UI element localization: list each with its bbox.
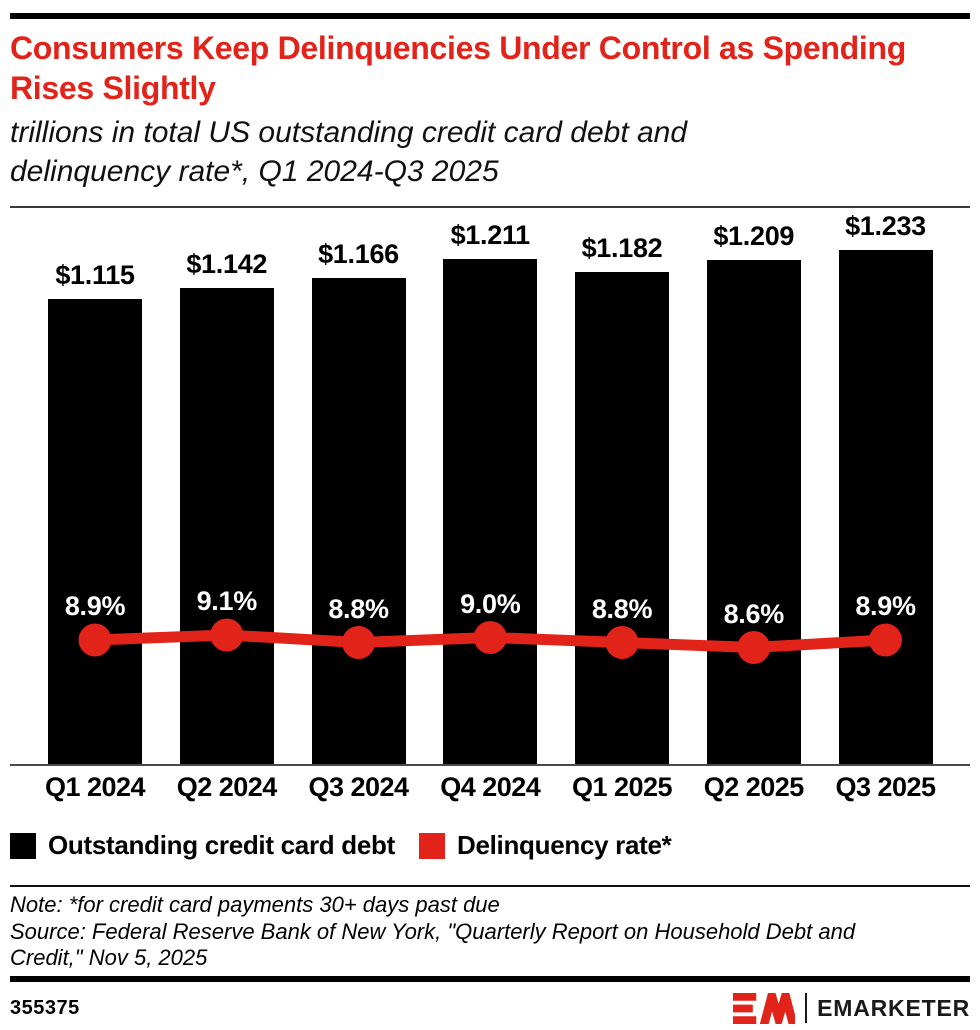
delinquency-rate-label-q2-2024: 9.1% — [196, 586, 258, 616]
bar-q2-2025 — [706, 260, 801, 764]
em-logo-mark — [733, 992, 796, 1024]
emarketer-wordmark: EMARKETER — [817, 994, 970, 1021]
top-divider — [10, 13, 970, 19]
delinquency-rate-label-q1-2024: 8.9% — [64, 591, 126, 621]
notes-block: Note: *for credit card payments 30+ days… — [10, 892, 910, 972]
bar-q4-2024 — [443, 259, 538, 764]
bar-q2-2024 — [179, 288, 274, 764]
bar-value-label-q3-2025: $1.233 — [845, 211, 926, 241]
footer-divider — [10, 975, 970, 982]
note-text: Note: *for credit card payments 30+ days… — [10, 892, 500, 917]
x-axis-label-q1-2025: Q1 2025 — [571, 772, 673, 802]
bar-value-label-q2-2024: $1.142 — [186, 249, 268, 279]
legend: Outstanding credit card debt Delinquency… — [10, 830, 970, 861]
footer: 355375 EMARKETER — [10, 992, 970, 1024]
chart-title: Consumers Keep Delinquencies Under Contr… — [10, 30, 906, 106]
debt-legend-label: Outstanding credit card debt — [48, 830, 395, 860]
plot-area: $1.115 8.9% $1.142 9.1% $1.166 8.8% $1.211 9.0%… — [10, 211, 970, 764]
bar-value-label-q1-2024: $1.115 — [55, 260, 135, 290]
bar-q3-2024 — [311, 278, 406, 764]
legend-item-debt: Outstanding credit card debt — [10, 830, 395, 861]
delinquency-legend-label: Delinquency rate* — [456, 830, 672, 860]
x-axis-label-q2-2025: Q2 2025 — [703, 772, 805, 802]
delinquency-rate-label-q2-2025: 8.6% — [723, 598, 785, 629]
legend-item-delinquency: Delinquency rate* — [418, 830, 672, 861]
source-text: Source: Federal Reserve Bank of New York… — [10, 918, 856, 971]
bar-value-label-q3-2024: $1.166 — [318, 239, 399, 269]
logo-divider — [805, 993, 808, 1023]
delinquency-rate-label-q1-2025: 8.8% — [591, 593, 653, 624]
chart: $1.115 8.9% $1.142 9.1% $1.166 8.8% $1.211 9.0%… — [10, 211, 970, 826]
bar-q1-2024 — [48, 299, 142, 764]
header-divider — [10, 206, 970, 208]
delinquency-rate-label-q3-2025: 8.9% — [855, 591, 916, 621]
x-axis-label-q3-2024: Q3 2024 — [308, 772, 409, 802]
delinquency-rate-label-q3-2024: 8.8% — [328, 593, 389, 624]
x-axis-label-q1-2024: Q1 2024 — [44, 772, 146, 802]
bar-value-label-q4-2024: $1.211 — [450, 220, 531, 250]
bar-value-label-q1-2025: $1.182 — [581, 233, 663, 263]
x-axis-line — [10, 764, 970, 766]
x-axis-label-q2-2024: Q2 2024 — [176, 772, 278, 802]
emarketer-logo: EMARKETER — [733, 992, 970, 1024]
notes-divider — [10, 885, 970, 887]
chart-id: 355375 — [10, 996, 80, 1019]
chart-subtitle: trillions in total US outstanding credit… — [10, 116, 688, 188]
bar-value-label-q2-2025: $1.209 — [713, 221, 795, 251]
delinquency-rate-label-q4-2024: 9.0% — [460, 588, 521, 619]
x-axis-label-q4-2024: Q4 2024 — [440, 772, 541, 802]
debt-legend-swatch — [10, 832, 36, 859]
bar-q1-2025 — [575, 272, 669, 764]
delinquency-legend-swatch — [418, 832, 445, 859]
x-axis-label-q3-2025: Q3 2025 — [835, 772, 936, 802]
bar-q3-2025 — [838, 250, 933, 764]
